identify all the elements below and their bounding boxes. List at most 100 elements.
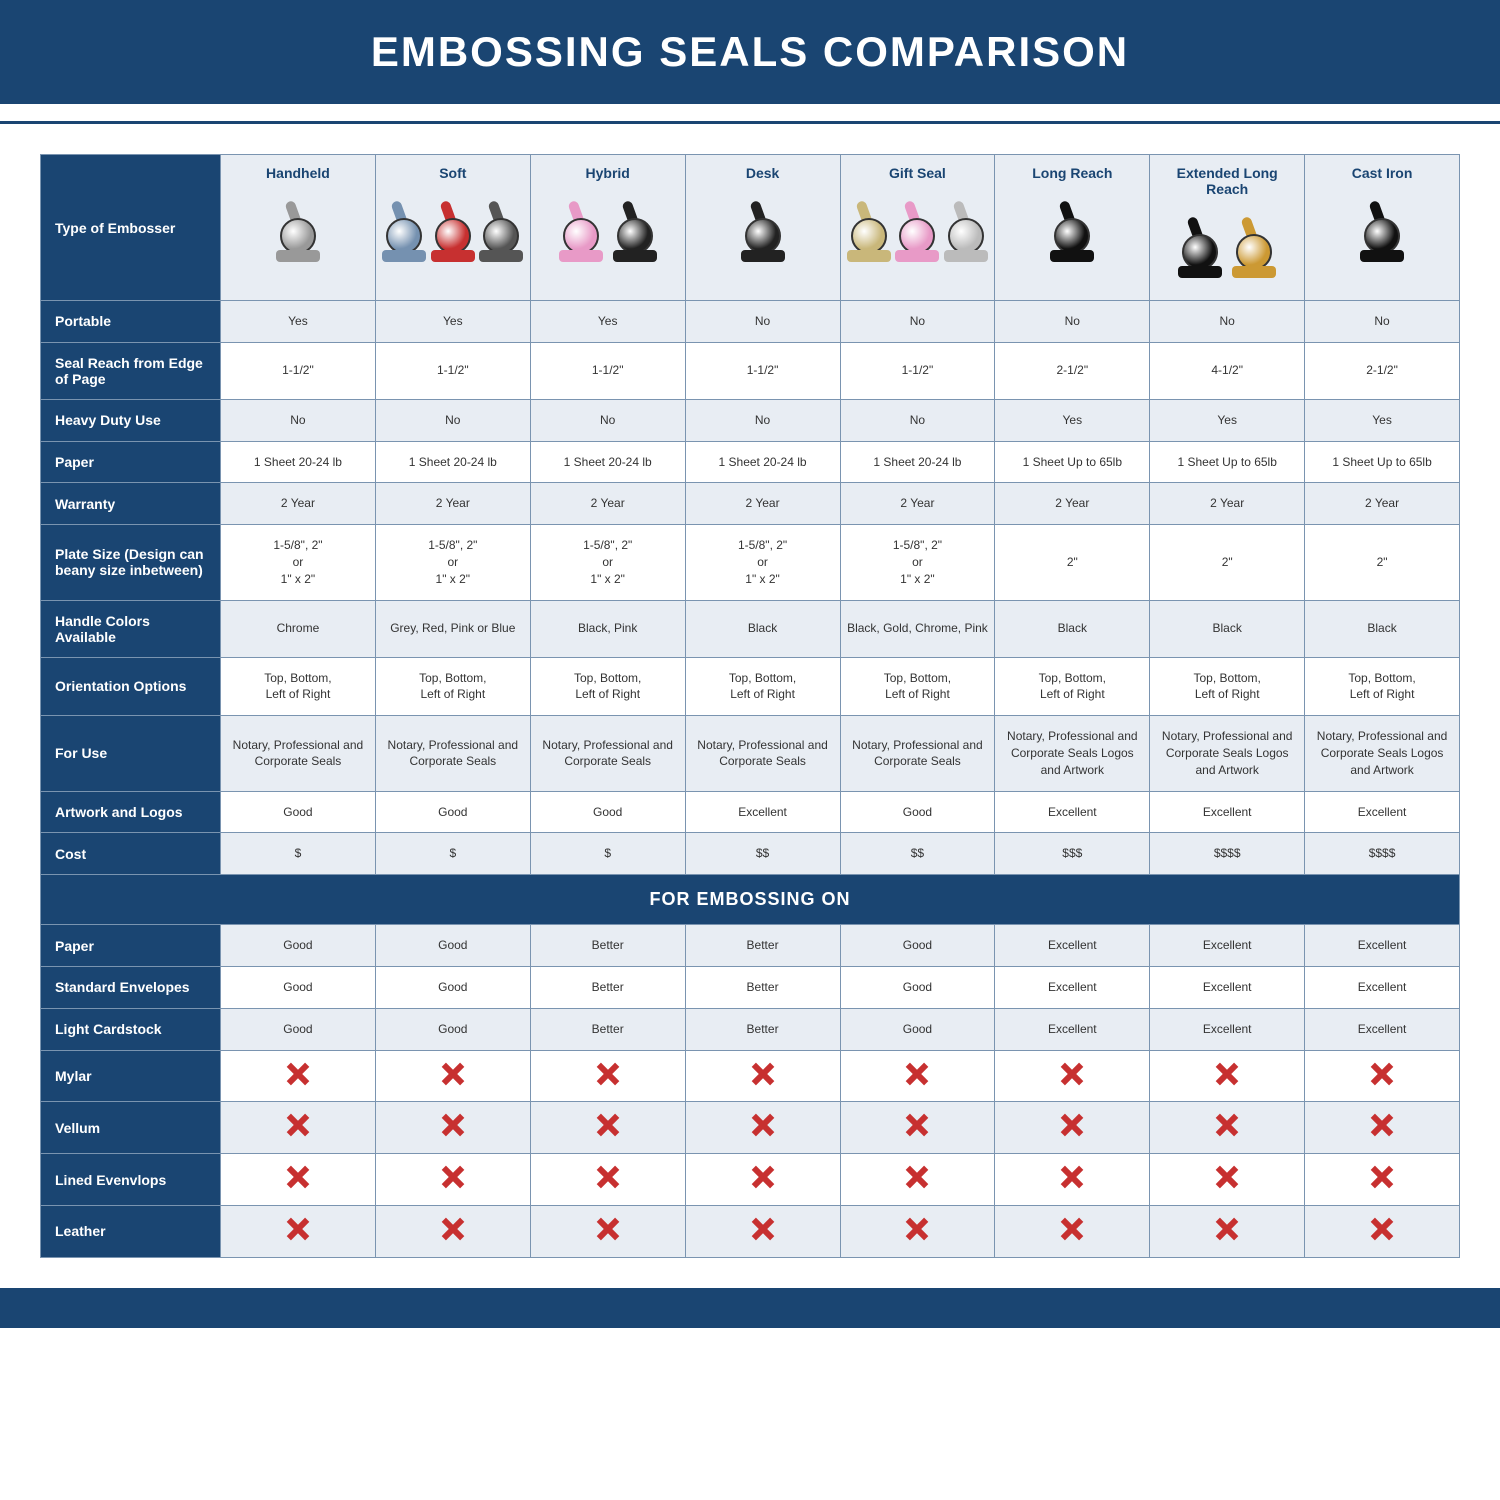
embosser-icon <box>1047 202 1097 262</box>
table-body-bottom: PaperGoodGoodBetterBetterGoodExcellentEx… <box>41 925 1460 1258</box>
not-supported-icon <box>597 1166 619 1188</box>
cell: No <box>1150 301 1305 343</box>
not-supported-icon <box>906 1063 928 1085</box>
cell: Chrome <box>221 600 376 657</box>
column-label: Long Reach <box>1001 165 1143 181</box>
not-supported-icon <box>752 1166 774 1188</box>
column-label: Hybrid <box>537 165 679 181</box>
cell: Notary, Professional and Corporate Seals <box>221 716 376 791</box>
cell: Black, Gold, Chrome, Pink <box>840 600 995 657</box>
cell <box>1305 1205 1460 1257</box>
cell: Top, Bottom,Left of Right <box>221 657 376 716</box>
table-row: Orientation OptionsTop, Bottom,Left of R… <box>41 657 1460 716</box>
table-row: Light CardstockGoodGoodBetterBetterGoodE… <box>41 1008 1460 1050</box>
cell: $$$$ <box>1150 833 1305 875</box>
cell: 1 Sheet 20-24 lb <box>375 441 530 483</box>
cell: 1-5/8", 2"or1" x 2" <box>530 525 685 600</box>
cell: $$$ <box>995 833 1150 875</box>
cell <box>1150 1154 1305 1206</box>
cell: 2 Year <box>1150 483 1305 525</box>
embosser-icon <box>944 202 989 262</box>
row-label: Light Cardstock <box>41 1008 221 1050</box>
column-header: Soft <box>375 155 530 301</box>
cell: No <box>840 399 995 441</box>
embosser-icon <box>847 202 892 262</box>
column-header: Handheld <box>221 155 376 301</box>
cell: 2" <box>1150 525 1305 600</box>
cell <box>1150 1205 1305 1257</box>
embosser-icon-group <box>227 189 369 274</box>
table-body-top: PortableYesYesYesNoNoNoNoNoSeal Reach fr… <box>41 301 1460 875</box>
cell: 2 Year <box>221 483 376 525</box>
embosser-icon-group <box>1156 205 1298 290</box>
embosser-icon <box>738 202 788 262</box>
cell: $ <box>221 833 376 875</box>
not-supported-icon <box>906 1114 928 1136</box>
embosser-icon <box>273 202 323 262</box>
cell <box>1305 1050 1460 1102</box>
table-row: Warranty2 Year2 Year2 Year2 Year2 Year2 … <box>41 483 1460 525</box>
cell: 2 Year <box>530 483 685 525</box>
not-supported-icon <box>1371 1114 1393 1136</box>
cell: Black <box>1150 600 1305 657</box>
not-supported-icon <box>287 1114 309 1136</box>
cell: 1 Sheet 20-24 lb <box>840 441 995 483</box>
cell <box>530 1154 685 1206</box>
not-supported-icon <box>1061 1218 1083 1240</box>
cell: Excellent <box>995 791 1150 833</box>
cell: 1 Sheet 20-24 lb <box>530 441 685 483</box>
column-label: Desk <box>692 165 834 181</box>
row-label: Cost <box>41 833 221 875</box>
cell: 1-5/8", 2"or1" x 2" <box>840 525 995 600</box>
cell <box>995 1205 1150 1257</box>
cell: Better <box>685 966 840 1008</box>
cell: Better <box>685 1008 840 1050</box>
embosser-icon-group <box>382 189 524 274</box>
embosser-icon-group <box>537 189 679 274</box>
cell: Notary, Professional and Corporate Seals <box>375 716 530 791</box>
cell: No <box>221 399 376 441</box>
cell: 1-1/2" <box>375 342 530 399</box>
embosser-icon-group <box>692 189 834 274</box>
row-label: Vellum <box>41 1102 221 1154</box>
cell: 2-1/2" <box>1305 342 1460 399</box>
cell: Yes <box>995 399 1150 441</box>
cell <box>221 1205 376 1257</box>
not-supported-icon <box>442 1218 464 1240</box>
cell: Notary, Professional and Corporate Seals… <box>1150 716 1305 791</box>
cell: Good <box>530 791 685 833</box>
cell: 1-1/2" <box>685 342 840 399</box>
not-supported-icon <box>287 1166 309 1188</box>
cell: Yes <box>1150 399 1305 441</box>
cell: Black <box>685 600 840 657</box>
cell <box>375 1102 530 1154</box>
cell: Black <box>995 600 1150 657</box>
cell: 2 Year <box>375 483 530 525</box>
table-row: PortableYesYesYesNoNoNoNoNo <box>41 301 1460 343</box>
cell <box>221 1102 376 1154</box>
cell: Notary, Professional and Corporate Seals <box>530 716 685 791</box>
table-row: PaperGoodGoodBetterBetterGoodExcellentEx… <box>41 925 1460 967</box>
cell: Excellent <box>1150 791 1305 833</box>
cell <box>685 1102 840 1154</box>
cell <box>1305 1102 1460 1154</box>
table-row: Vellum <box>41 1102 1460 1154</box>
cell: 1-5/8", 2"or1" x 2" <box>221 525 376 600</box>
not-supported-icon <box>442 1063 464 1085</box>
embosser-icon-group <box>847 189 989 274</box>
row-label: Handle Colors Available <box>41 600 221 657</box>
cell: Grey, Red, Pink or Blue <box>375 600 530 657</box>
cell: Excellent <box>1305 791 1460 833</box>
not-supported-icon <box>906 1166 928 1188</box>
embosser-icon <box>382 202 427 262</box>
column-header: Gift Seal <box>840 155 995 301</box>
embosser-icon <box>1229 218 1279 278</box>
cell: Good <box>221 791 376 833</box>
not-supported-icon <box>1061 1166 1083 1188</box>
cell: 2 Year <box>685 483 840 525</box>
table-row: Plate Size (Design can beany size inbetw… <box>41 525 1460 600</box>
cell: $$$$ <box>1305 833 1460 875</box>
cell: $$ <box>840 833 995 875</box>
cell: Yes <box>221 301 376 343</box>
table-header-row: Type of Embosser HandheldSoftHybridDeskG… <box>41 155 1460 301</box>
